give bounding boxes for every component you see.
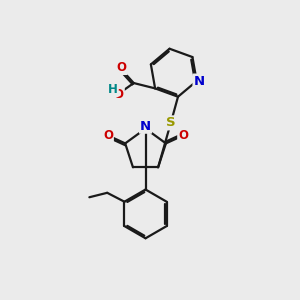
- Text: O: O: [103, 129, 113, 142]
- Text: O: O: [114, 88, 124, 100]
- Text: O: O: [178, 129, 188, 142]
- Text: S: S: [166, 116, 176, 129]
- Text: N: N: [140, 120, 151, 133]
- Text: N: N: [194, 75, 205, 88]
- Text: O: O: [117, 61, 127, 74]
- Text: H: H: [108, 83, 118, 96]
